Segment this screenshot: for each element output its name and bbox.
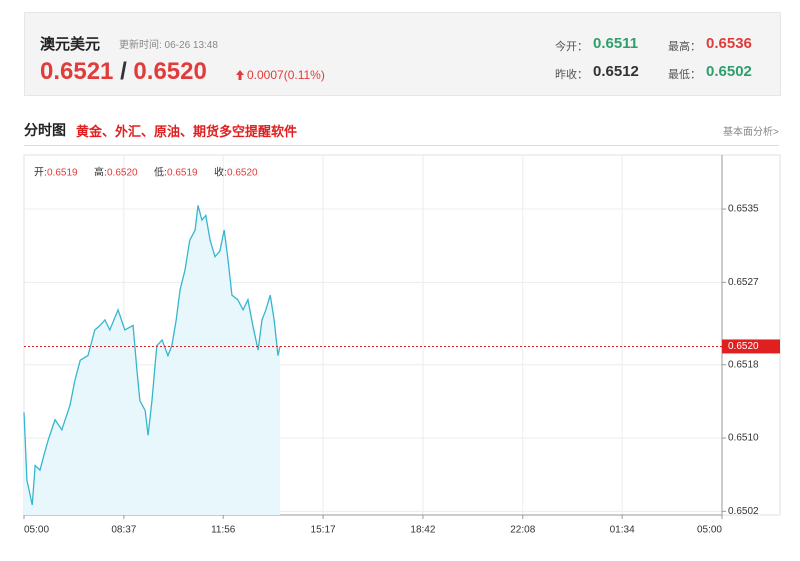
analysis-link[interactable]: 基本面分析> [723, 127, 779, 138]
ohlc-value: 0.6520 [107, 168, 138, 179]
y-tick-label: 0.6535 [728, 204, 759, 215]
x-tick-label: 05:00 [697, 525, 722, 536]
stat-label: 最低： [668, 69, 701, 81]
bid-price: 0.6521 [40, 58, 114, 85]
x-tick-label: 11:56 [211, 525, 236, 536]
stat-value: 0.6502 [706, 63, 752, 80]
ohlc-value: 0.6519 [167, 168, 198, 179]
stat-label: 昨收： [555, 69, 588, 81]
x-tick-label: 01:34 [610, 525, 635, 536]
area-fill [24, 205, 280, 515]
ohlc-label: 开: [34, 168, 47, 179]
ohlc-value: 0.6519 [47, 168, 78, 179]
divider [24, 145, 779, 146]
price-change: 0.0007(0.11%) [247, 68, 325, 82]
stat-value: 0.6536 [706, 35, 752, 52]
x-tick-label: 05:00 [24, 525, 49, 536]
stat-label: 最高： [668, 41, 701, 53]
ask-price: 0.6520 [133, 58, 207, 85]
ohlc-label: 收: [214, 166, 227, 179]
ohlc-label: 低: [154, 166, 167, 179]
x-tick-label: 22:08 [510, 525, 535, 536]
stat-value: 0.6511 [593, 35, 639, 52]
x-tick-label: 15:17 [311, 525, 336, 536]
section-title: 分时图 [24, 122, 66, 138]
stat-value: 0.6512 [593, 63, 639, 80]
current-price-box [722, 339, 780, 354]
y-tick-label: 0.6510 [728, 433, 759, 444]
x-tick-label: 08:37 [111, 525, 136, 536]
price-row: 0.6521 / 0.6520 [40, 58, 207, 86]
y-tick-label: 0.6527 [728, 277, 759, 288]
quote-header: 澳元美元 更新时间: 06-26 13:48 0.6521 / 0.6520 0… [24, 12, 781, 96]
price-line [23, 205, 281, 506]
up-arrow [236, 70, 244, 80]
stat-label: 今开： [555, 41, 588, 53]
symbol-title: 澳元美元 [40, 36, 101, 53]
ohlc-label: 高: [94, 166, 107, 179]
separator: / [120, 58, 127, 85]
promo-link[interactable]: 黄金、外汇、原油、期货多空提醒软件 [76, 124, 298, 139]
current-price-label: 0.6520 [728, 341, 759, 352]
update-time: 更新时间: 06-26 13:48 [119, 40, 218, 51]
y-tick-label: 0.6518 [728, 359, 759, 370]
ohlc-value: 0.6520 [227, 168, 258, 179]
x-tick-label: 18:42 [410, 525, 435, 536]
y-tick-label: 0.6502 [728, 506, 759, 517]
